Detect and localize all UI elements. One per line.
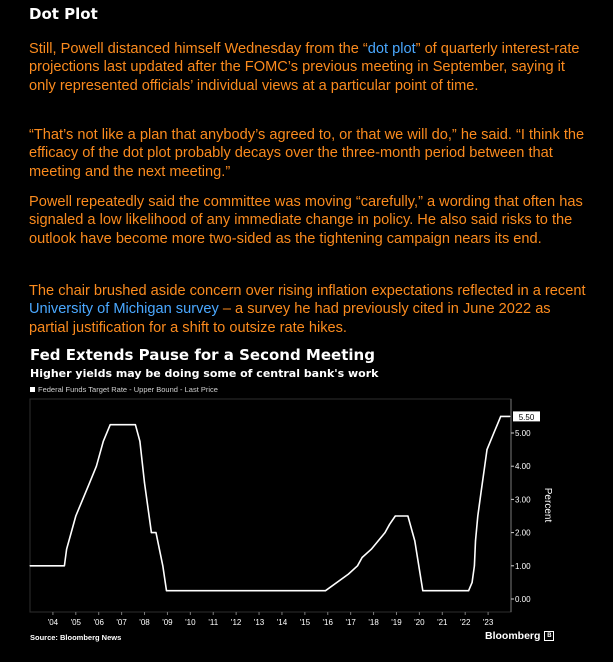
bloomberg-b-icon: B [544,631,555,641]
data-point [95,465,98,467]
y-tick-label: 3.00 [515,495,531,504]
article-paragraph-1: Still, Powell distanced himself Wednesda… [29,40,589,95]
data-point [63,565,65,567]
x-tick-label: '05 [71,618,82,627]
data-point [139,440,141,442]
data-point [411,532,414,534]
data-point [473,565,475,567]
article-paragraph-2: “That’s not like a plan that anybody’s a… [29,126,589,181]
article-paragraph-4: The chair brushed aside concern over ris… [29,282,589,337]
data-point [474,540,477,542]
x-tick-label: '23 [483,618,494,627]
data-point [468,590,470,592]
x-tick-label: '08 [139,618,150,627]
x-tick-label: '20 [414,618,425,627]
data-point [509,415,511,417]
article-link[interactable]: University of Michigan survey [29,301,219,318]
last-value-box [513,411,540,422]
data-point [29,565,31,567]
data-point [347,573,349,575]
data-point [389,523,391,525]
x-tick-label: '21 [437,618,448,627]
y-tick-label: 1.00 [515,562,531,571]
data-point [162,565,164,567]
data-point [480,490,482,492]
article-text: “That’s not like a plan that anybody’s a… [29,127,585,180]
x-tick-label: '15 [300,618,311,627]
x-tick-label: '13 [254,618,265,627]
chart-legend: Federal Funds Target Rate - Upper Bound … [30,385,218,394]
data-point [150,532,152,534]
data-point [324,590,327,592]
series-line [30,415,510,592]
data-point [70,532,72,534]
article-text: Still, Powell distanced himself Wednesda… [29,41,368,57]
y-tick-label: 4.00 [515,462,531,471]
chart-subtitle: Higher yields may be doing some of centr… [30,367,379,380]
x-tick-label: '18 [368,618,379,627]
article-text: The chair brushed aside concern over ris… [29,283,586,299]
data-point [361,556,363,559]
data-point [407,515,409,517]
article-link[interactable]: dot plot [367,41,416,57]
section-heading: Dot Plot [29,5,98,23]
data-point [477,515,479,517]
x-tick-label: '06 [93,618,104,627]
brand-label: Bloomberg [485,630,541,642]
data-point [356,565,359,567]
article-text: – a survey he had previously cited in Ju… [29,301,551,336]
data-point [500,415,502,417]
data-point [109,424,111,426]
legend-label: Federal Funds Target Rate - Upper Bound … [38,385,218,394]
data-point [377,540,379,542]
data-point [486,449,488,451]
x-tick-label: '22 [460,618,471,627]
chart-title: Fed Extends Pause for a Second Meeting [30,346,375,364]
chart-source: Source: Bloomberg News [30,633,122,642]
article-paragraph-3: Powell repeatedly said the committee was… [29,193,589,248]
data-point [82,498,84,500]
data-point [422,590,424,592]
x-tick-label: '19 [391,618,402,627]
article-text: ” of quarterly interest-rate projections… [29,41,580,94]
last-value-label: 5.50 [519,413,535,422]
article-text: Powell repeatedly said the committee was… [29,194,583,247]
plot-frame [29,398,512,613]
legend-swatch [30,387,35,392]
y-tick-label: 5.00 [515,429,531,438]
data-point [471,581,473,584]
y-axis-title: Percent [542,488,553,523]
x-tick-label: '16 [323,618,334,627]
x-tick-label: '10 [185,618,196,627]
x-tick-label: '14 [277,618,288,627]
data-point [134,424,136,426]
bloomberg-logo: Bloomberg B [485,630,555,642]
data-point [493,432,495,434]
x-tick-label: '07 [116,618,127,627]
y-tick-label: 2.00 [515,529,531,538]
data-point [409,523,411,525]
data-point [484,465,486,467]
x-tick-label: '17 [345,618,356,627]
data-point [155,532,157,534]
x-tick-label: '11 [208,618,218,627]
data-point [102,440,104,442]
data-point [66,548,68,550]
x-tick-label: '12 [231,618,242,627]
data-point [165,590,168,592]
data-point [414,540,416,542]
x-tick-label: '04 [48,618,59,627]
data-point [489,440,491,442]
data-point [370,548,372,550]
x-tick-label: '09 [162,618,173,627]
data-point [384,532,386,534]
data-point [394,515,396,517]
y-tick-label: 0.00 [515,595,531,604]
data-point [88,482,91,484]
data-point [75,515,77,517]
data-point [496,424,498,426]
data-point [143,482,146,484]
